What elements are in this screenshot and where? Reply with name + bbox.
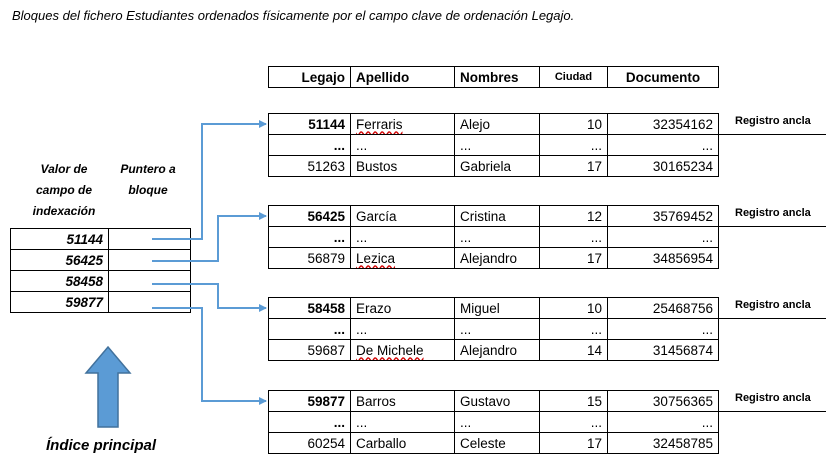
file-header-table: Legajo Apellido Nombres Ciudad Documento bbox=[268, 66, 719, 88]
anchor-record-row: 58458 Erazo Miguel 10 25468756 bbox=[268, 297, 719, 319]
cell-documento: 30165234 bbox=[607, 155, 719, 177]
index-value-header-line: campo de bbox=[35, 183, 92, 197]
cell-ciudad: 17 bbox=[539, 155, 608, 177]
cell-nombres: Gustavo bbox=[454, 390, 540, 412]
ellipsis-row: ... ... ... ... ... bbox=[268, 134, 719, 156]
data-block-3: 58458 Erazo Miguel 10 25468756 ... ... .… bbox=[268, 297, 719, 361]
pointer-arrow-2 bbox=[152, 212, 267, 262]
index-entry: 58458 bbox=[10, 270, 191, 292]
cell-documento: 31456874 bbox=[607, 339, 719, 361]
anchor-record-line-2 bbox=[718, 226, 826, 227]
pointer-arrow-4 bbox=[152, 307, 267, 405]
data-block-4: 59877 Barros Gustavo 15 30756365 ... ...… bbox=[268, 390, 719, 454]
header-nombres: Nombres bbox=[454, 66, 540, 88]
cell-ciudad: 17 bbox=[539, 247, 608, 269]
pointer-arrow-3 bbox=[152, 283, 267, 312]
index-pointer-header-line: Puntero a bbox=[120, 162, 176, 176]
index-value-header-line: Valor de bbox=[40, 162, 88, 176]
cell-documento: 25468756 bbox=[607, 297, 719, 319]
index-entry: 56425 bbox=[10, 249, 191, 271]
last-record-row: 60254 Carballo Celeste 17 32458785 bbox=[268, 432, 719, 454]
data-block-1: 51144 Ferraris Alejo 10 32354162 ... ...… bbox=[268, 113, 719, 177]
diagram-caption: Bloques del fichero Estudiantes ordenado… bbox=[12, 8, 575, 23]
index-value-header-line: indexación bbox=[32, 204, 96, 218]
header-apellido: Apellido bbox=[350, 66, 455, 88]
pointer-arrow-1 bbox=[152, 120, 267, 240]
anchor-record-label-3: Registro ancla bbox=[735, 299, 811, 311]
anchor-record-line-1 bbox=[718, 134, 826, 135]
cell-apellido-text: De Michele bbox=[356, 342, 424, 358]
cell-apellido-text: Ferraris bbox=[356, 116, 403, 132]
cell-legajo: 51263 bbox=[268, 155, 351, 177]
cell-documento: 32354162 bbox=[607, 113, 719, 135]
index-value-header: Valor de campo de indexación bbox=[24, 159, 104, 222]
anchor-record-label-2: Registro ancla bbox=[735, 207, 811, 219]
anchor-record-line-3 bbox=[718, 318, 826, 319]
cell-apellido-text: Lezica bbox=[356, 250, 396, 266]
data-block-2: 56425 García Cristina 12 35769452 ... ..… bbox=[268, 205, 719, 269]
index-pointer-header: Puntero a bloque bbox=[108, 159, 188, 201]
cell-nombres: Alejo bbox=[454, 113, 540, 135]
anchor-record-label-4: Registro ancla bbox=[735, 392, 811, 404]
cell-legajo: 51144 bbox=[268, 113, 351, 135]
anchor-record-line-4 bbox=[718, 411, 826, 412]
header-legajo: Legajo bbox=[268, 66, 351, 88]
cell-apellido: Carballo bbox=[350, 432, 455, 454]
cell-documento: 35769452 bbox=[607, 205, 719, 227]
cell-legajo: 59687 bbox=[268, 339, 351, 361]
ellipsis-row: ... ... ... ... ... bbox=[268, 318, 719, 340]
last-record-row: 51263 Bustos Gabriela 17 30165234 bbox=[268, 155, 719, 177]
cell-ciudad: 17 bbox=[539, 432, 608, 454]
last-record-row: 56879 Lezica Alejandro 17 34856954 bbox=[268, 247, 719, 269]
cell-nombres: Gabriela bbox=[454, 155, 540, 177]
cell-apellido: García bbox=[350, 205, 455, 227]
cell-apellido: Lezica bbox=[350, 247, 455, 269]
cell-legajo: 60254 bbox=[268, 432, 351, 454]
header-documento: Documento bbox=[607, 66, 719, 88]
last-record-row: 59687 De Michele Alejandro 14 31456874 bbox=[268, 339, 719, 361]
anchor-record-label-1: Registro ancla bbox=[735, 115, 811, 127]
primary-index-table: 51144 56425 58458 59877 bbox=[10, 228, 191, 313]
header-ciudad: Ciudad bbox=[539, 66, 608, 88]
cell-legajo: 56879 bbox=[268, 247, 351, 269]
cell-nombres: Celeste bbox=[454, 432, 540, 454]
cell-nombres: Alejandro bbox=[454, 247, 540, 269]
index-pointer-header-line: bloque bbox=[128, 183, 168, 197]
cell-apellido: De Michele bbox=[350, 339, 455, 361]
cell-documento: 32458785 bbox=[607, 432, 719, 454]
cell-nombres: Alejandro bbox=[454, 339, 540, 361]
cell-ciudad: 14 bbox=[539, 339, 608, 361]
primary-index-label: Índice principal bbox=[46, 437, 157, 454]
up-arrow-icon bbox=[84, 345, 132, 428]
cell-apellido: Erazo bbox=[350, 297, 455, 319]
cell-documento: 34856954 bbox=[607, 247, 719, 269]
